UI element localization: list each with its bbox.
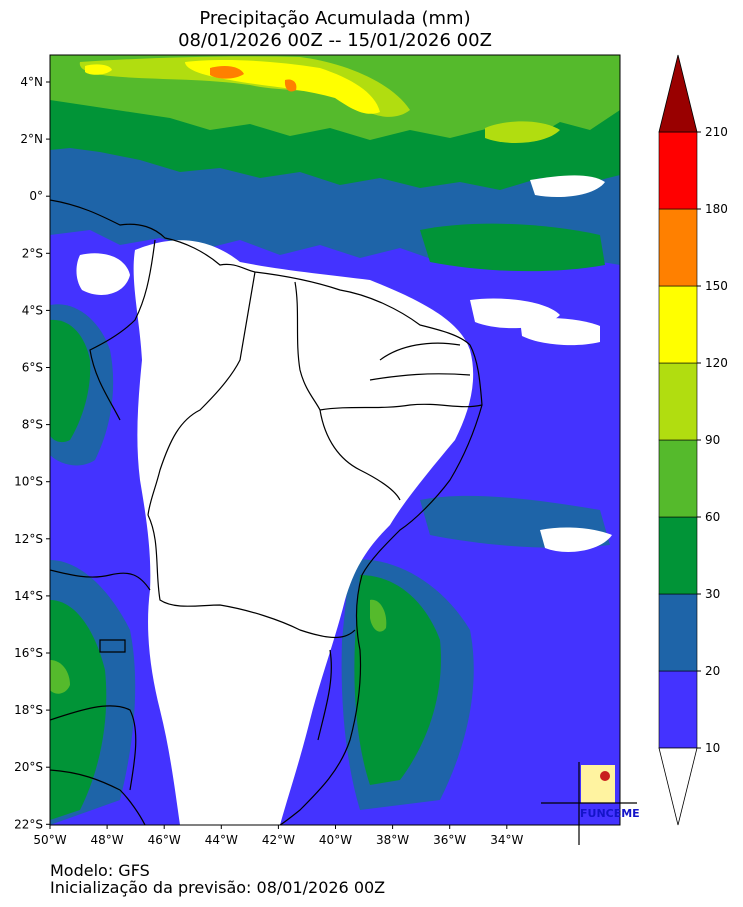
border-rn-pb	[379, 342, 461, 361]
border-pernambuco	[319, 403, 483, 411]
colorbar-tick-label: 20	[705, 664, 720, 678]
lat-tick-label: 20°S	[14, 760, 43, 774]
border-piaui-ceara	[294, 281, 321, 411]
colorbar-tick-label: 60	[705, 510, 720, 524]
funceme-logo: FUNCEME	[537, 757, 647, 847]
logo-sun-icon	[600, 771, 610, 781]
lat-tick-label: 16°S	[14, 646, 43, 660]
border-goias-tocantins	[50, 569, 151, 591]
colorbar-under-extension	[658, 747, 698, 826]
precip-150-180-core	[210, 66, 244, 79]
precip-150-180-small	[284, 79, 297, 92]
colorbar-tick-label: 10	[705, 741, 720, 755]
lat-tick-label: 2°N	[20, 132, 43, 146]
border-bahia-minas	[147, 514, 356, 639]
lat-tick-label: 4°S	[22, 303, 43, 317]
lon-tick-label: 38°W	[376, 833, 409, 847]
colorbar-tick-label: 210	[705, 125, 728, 139]
lat-tick-label: 2°S	[22, 246, 43, 260]
precip-below-10-patch-3	[530, 175, 605, 198]
colorbar-tick-label: 150	[705, 279, 728, 293]
map-area	[50, 55, 620, 825]
precip-30-60-patch-east	[420, 223, 605, 272]
border-minas-sp	[50, 769, 146, 825]
lat-tick-label: 18°S	[14, 703, 43, 717]
precip-below-10-patch-6	[178, 689, 228, 825]
coastline	[50, 199, 483, 825]
funceme-logo-graphic	[541, 762, 637, 845]
precip-60-90-east-coast	[370, 599, 387, 632]
lon-tick-label: 36°W	[433, 833, 466, 847]
colorbar-segment	[658, 208, 698, 287]
colorbar: 10 20 30 60 90 120 150 180 210	[658, 54, 728, 826]
lat-tick-label: 14°S	[14, 589, 43, 603]
lon-tick-label: 44°W	[205, 833, 238, 847]
map-borders	[50, 199, 483, 825]
precip-120-150-small	[85, 64, 112, 75]
precip-below-10-interior	[133, 240, 474, 825]
lat-tick-label: 10°S	[14, 475, 43, 489]
border-maranhao-piaui	[147, 271, 256, 516]
border-goias-minas	[50, 705, 137, 791]
lon-tick-label: 48°W	[91, 833, 124, 847]
logo-text: FUNCEME	[580, 807, 640, 820]
border-para-maranhao	[89, 239, 156, 421]
precip-30-60-southwest	[50, 600, 107, 820]
lon-tick-label: 42°W	[262, 833, 295, 847]
colorbar-segment	[658, 439, 698, 518]
footer-model: Modelo: GFS	[50, 861, 150, 880]
border-pb-pe	[369, 373, 471, 381]
lon-tick-label: 50°W	[33, 833, 66, 847]
precip-below-10-patch-1	[76, 253, 130, 295]
lat-tick-label: 0°	[29, 189, 43, 203]
map-title-line1: Precipitação Acumulada (mm)	[199, 8, 471, 29]
lon-tick-label: 46°W	[148, 833, 181, 847]
colorbar-segment	[658, 516, 698, 595]
border-pe-bahia	[319, 409, 401, 501]
logo-yellow-box	[581, 765, 615, 803]
precip-below-10-patch-5	[520, 318, 600, 346]
colorbar-segment	[658, 670, 698, 749]
lat-tick-label: 4°N	[20, 75, 43, 89]
colorbar-segment	[658, 593, 698, 672]
map-axis-ticks: 4°N 2°N 0° 2°S 4°S 6°S 8°S 10°S 12°S 14°S 16°S 18°S…	[14, 75, 523, 847]
colorbar-tick-label: 120	[705, 356, 728, 370]
colorbar-over-extension	[658, 54, 698, 133]
lat-tick-label: 8°S	[22, 418, 43, 432]
lat-tick-label: 12°S	[14, 532, 43, 546]
colorbar-segment	[658, 362, 698, 441]
lon-tick-label: 40°W	[319, 833, 352, 847]
precip-60-90-southwest	[50, 660, 70, 694]
precip-30-60-west	[50, 319, 91, 443]
precip-below-10-patch-4	[540, 527, 612, 552]
colorbar-segment	[658, 131, 698, 210]
map-title-line2: 08/01/2026 00Z -- 15/01/2026 00Z	[178, 30, 492, 51]
colorbar-tick-label: 30	[705, 587, 720, 601]
colorbar-tick-label: 180	[705, 202, 728, 216]
footer-init: Inicialização da previsão: 08/01/2026 00…	[50, 878, 386, 897]
border-df	[99, 639, 126, 653]
colorbar-segment	[658, 285, 698, 364]
lat-tick-label: 6°S	[22, 361, 43, 375]
border-minas-es	[317, 649, 332, 741]
lat-tick-label: 22°S	[14, 817, 43, 831]
colorbar-tick-label: 90	[705, 433, 720, 447]
lon-tick-label: 34°W	[490, 833, 523, 847]
precip-90-120-patch	[485, 121, 560, 143]
